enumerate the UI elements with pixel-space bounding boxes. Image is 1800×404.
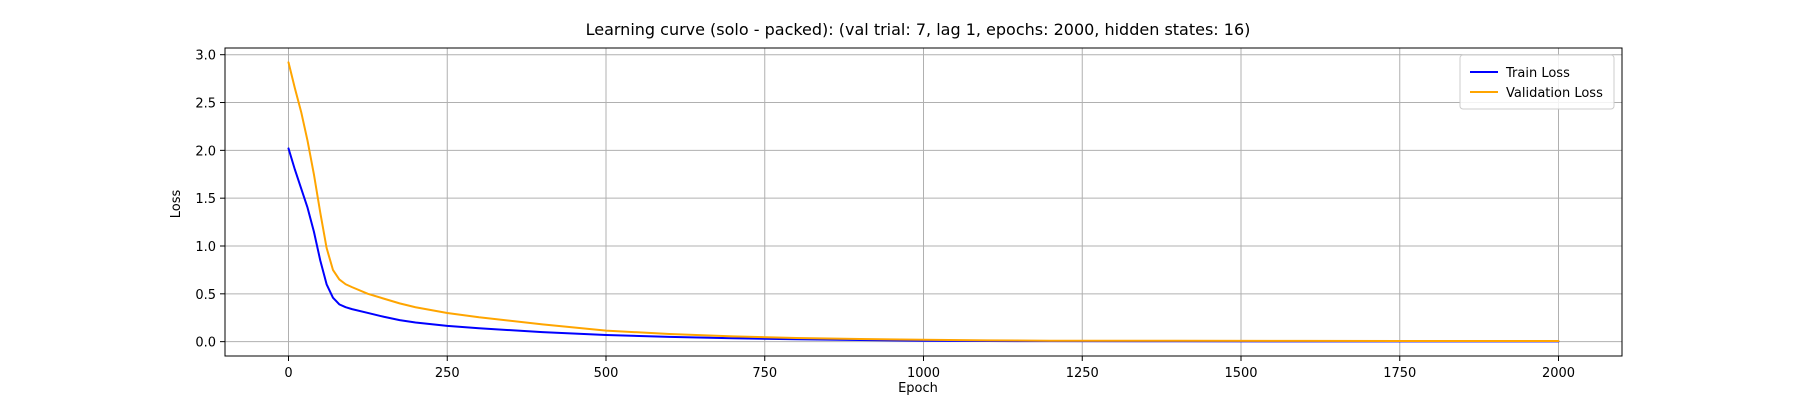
- y-axis-label: Loss: [169, 190, 184, 219]
- legend-label-train-loss: Train Loss: [1505, 66, 1570, 81]
- x-tick-label: 1750: [1383, 366, 1416, 381]
- x-tick-label: 1250: [1066, 366, 1099, 381]
- series-line-validation-loss: [287, 61, 1560, 342]
- x-tick-label: 1500: [1224, 366, 1257, 381]
- legend: Train Loss Validation Loss: [1459, 54, 1615, 110]
- y-tick-label: 2.5: [195, 97, 216, 112]
- tick-layer: 0 250 500 750 1000 1250 1500 1750 2000 0.0 0.5 1.0 1…: [195, 49, 1575, 381]
- y-tick-label: 1.0: [195, 240, 216, 255]
- x-axis-label: Epoch: [898, 381, 938, 396]
- x-tick-label: 500: [594, 366, 619, 381]
- x-tick-label: 750: [752, 366, 777, 381]
- x-tick-label: 2000: [1542, 366, 1575, 381]
- y-tick-label: 0.5: [195, 288, 216, 303]
- y-tick-label: 0.0: [195, 336, 216, 351]
- x-tick-label: 0: [284, 366, 292, 381]
- legend-box: [1459, 54, 1615, 110]
- legend-label-validation-loss: Validation Loss: [1506, 86, 1603, 101]
- y-tick-label: 2.0: [195, 144, 216, 159]
- x-tick-label: 1000: [907, 366, 940, 381]
- series-layer: [287, 61, 1560, 343]
- chart-title: Learning curve (solo - packed): (val tri…: [586, 20, 1251, 39]
- y-tick-label: 1.5: [195, 192, 216, 207]
- x-tick-label: 250: [435, 366, 460, 381]
- y-tick-label: 3.0: [195, 49, 216, 64]
